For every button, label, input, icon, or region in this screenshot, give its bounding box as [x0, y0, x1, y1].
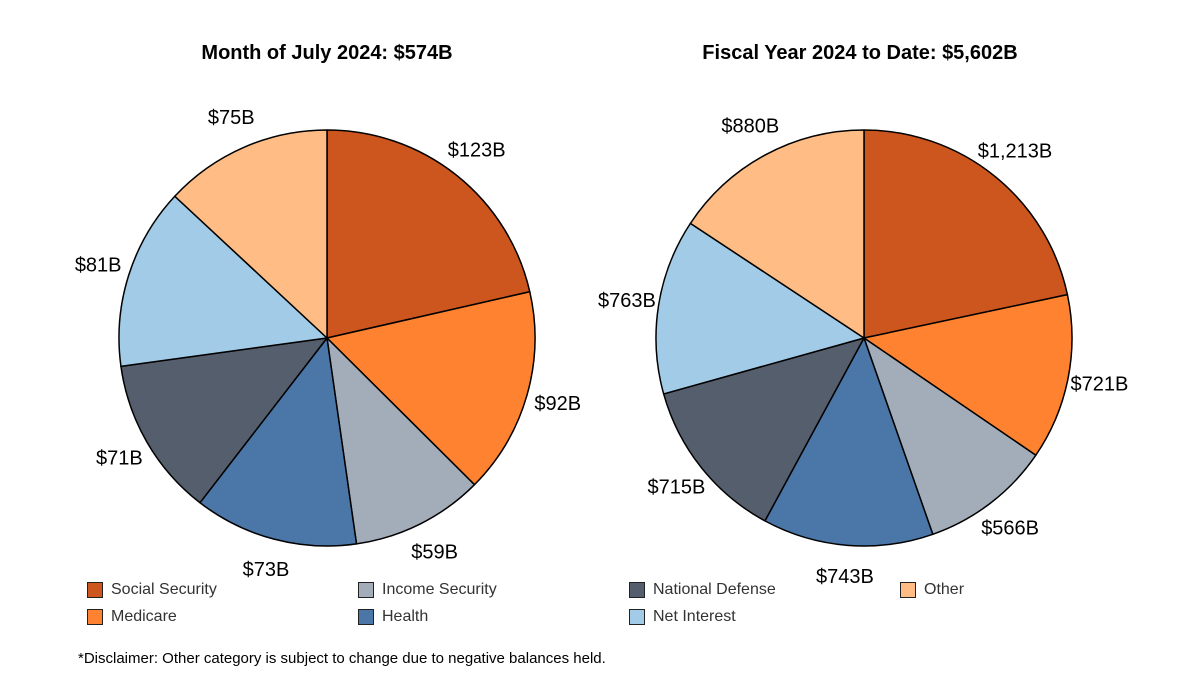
chart-title-july-2024: Month of July 2024: $574B [201, 42, 453, 64]
legend-label: Social Security [111, 581, 217, 598]
legend-item-net-interest: Net Interest [629, 607, 736, 627]
legend-item-health: Health [358, 607, 428, 627]
slice-value-label-health: $73B [243, 559, 290, 581]
pie-slice-medicare [863, 293, 1073, 456]
slice-value-label-national-defense: $71B [96, 447, 143, 469]
disclaimer-text: *Disclaimer: Other category is subject t… [78, 650, 606, 667]
slice-value-label-income-security: $59B [411, 541, 458, 563]
pie-slice-social-security [326, 129, 531, 339]
slice-value-label-net-interest: $763B [598, 290, 656, 312]
slice-value-label-social-security: $123B [448, 139, 506, 161]
pie-chart-fy2024-to-date: $1,213B $721B $566B $743B $715B $763B $880B [598, 116, 1128, 589]
legend-label: Net Interest [653, 608, 736, 625]
slice-value-label-other: $75B [208, 107, 255, 129]
pie-slice-income-security [863, 337, 1037, 536]
legend-swatch [87, 582, 103, 598]
pie-slice-national-defense [662, 337, 865, 522]
legend-item-national-defense: National Defense [629, 580, 776, 600]
legend-label: Medicare [111, 608, 177, 625]
legend-swatch [358, 582, 374, 598]
legend-item-medicare: Medicare [87, 607, 177, 627]
slice-value-label-other: $880B [721, 116, 779, 138]
pie-slice-national-defense [120, 337, 328, 504]
slice-value-label-social-security: $1,213B [978, 140, 1053, 162]
pie-slice-other [174, 129, 328, 339]
legend-swatch [900, 582, 916, 598]
pie-slice-social-security [863, 129, 1069, 339]
pie-slice-other [689, 129, 865, 339]
legend-item-social-security: Social Security [87, 580, 217, 600]
pie-slice-income-security [326, 337, 476, 545]
slice-value-label-net-interest: $81B [75, 255, 122, 277]
pie-chart-july-2024: $123B $92B $59B $73B $71B $81B $75B [75, 107, 581, 581]
legend-item-other: Other [900, 580, 964, 600]
pie-slice-health [764, 337, 934, 547]
slice-value-label-income-security: $566B [981, 517, 1039, 539]
pie-slice-net-interest [655, 222, 865, 395]
chart-title-fy2024-to-date: Fiscal Year 2024 to Date: $5,602B [702, 42, 1018, 64]
legend-label: Other [924, 581, 965, 598]
legend-swatch [87, 609, 103, 625]
slice-value-label-medicare: $721B [1071, 373, 1129, 395]
slice-value-label-health: $743B [816, 566, 874, 588]
pie-slice-net-interest [118, 195, 328, 368]
legend-label: Income Security [382, 581, 497, 598]
pie-slice-medicare [326, 290, 536, 486]
legend-swatch [629, 582, 645, 598]
legend-swatch [358, 609, 374, 625]
legend-item-income-security: Income Security [358, 580, 497, 600]
pie-slice-health [199, 337, 358, 547]
legend-swatch [629, 609, 645, 625]
legend-label: Health [382, 608, 429, 625]
legend-label: National Defense [653, 581, 776, 598]
slice-value-label-national-defense: $715B [647, 477, 705, 499]
slice-value-label-medicare: $92B [534, 393, 581, 415]
